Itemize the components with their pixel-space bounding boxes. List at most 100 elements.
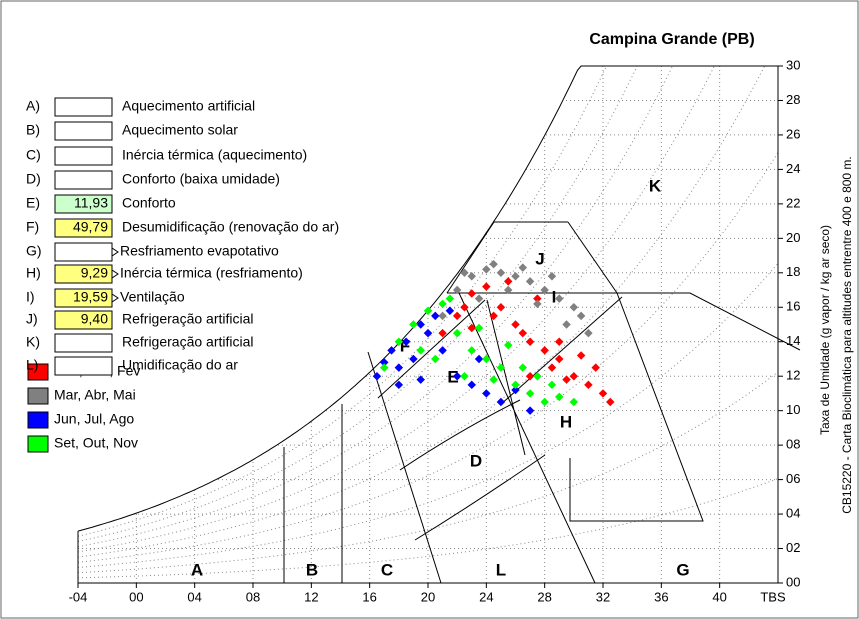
strategy-code: F) [26,219,39,235]
point [474,294,484,303]
y-tick-label: 14 [786,333,800,348]
strategy-box [54,242,113,262]
point [525,371,535,381]
zone-label: C [381,560,393,579]
point [562,375,571,384]
y-tick-label: 22 [786,195,800,210]
point [525,389,535,398]
zone-label: J [535,249,544,268]
rh-curve [78,478,778,579]
point [467,272,476,281]
point [467,289,476,298]
zone-label: L [496,560,506,579]
strategy-box [54,264,113,284]
strategy-code: G) [26,243,42,259]
y-tick-label: 12 [786,368,800,383]
y-tick-label: 28 [786,92,800,107]
point [460,268,469,278]
strategy-code: A) [26,98,40,114]
saturation-curve [77,65,778,532]
strategy-code: B) [26,122,40,138]
point [482,354,491,364]
point [416,375,425,384]
point [533,371,542,381]
y-tick-label: 30 [786,57,800,72]
point [576,351,586,360]
point [606,397,615,407]
strategy-code: E) [26,195,40,211]
point [496,303,506,312]
rh-curve [78,66,778,558]
strategy-name: Conforto [122,195,176,211]
point [503,285,513,295]
point [540,285,549,295]
y-tick-label: 10 [786,402,800,417]
y-tick-label: 18 [786,264,800,279]
point [394,337,404,346]
zone-label: G [676,560,689,579]
zone-label: D [470,451,482,470]
x-tick-label: 36 [654,589,668,604]
point [416,320,425,329]
point [569,397,579,407]
point [511,320,520,329]
point [511,380,520,390]
point [525,406,535,415]
point [372,371,382,381]
point [394,363,404,372]
strategy-code: L) [26,357,38,373]
y-tick-label: 20 [786,230,800,245]
strategy-box [54,310,113,330]
x-tick-label: 24 [479,589,493,604]
point [452,285,462,295]
y-tick-label: 08 [786,437,800,452]
x-tick-label: 40 [712,589,726,604]
zone-label: B [306,560,318,579]
strategy-box [54,146,113,166]
point [467,323,476,333]
point [525,337,535,346]
point [576,311,586,321]
point [438,299,447,309]
strategy-box [54,121,113,141]
point [555,354,564,364]
point [598,389,608,398]
point [562,320,571,329]
rh-curve [78,371,778,574]
x-tick-label: 32 [596,589,610,604]
zone-boundaries [283,221,801,584]
point [511,385,520,395]
strategy-name: Inércia térmica (aquecimento) [122,147,307,163]
point [482,282,491,291]
point [482,265,491,274]
strategy-name: Refrigeração artificial [122,334,254,350]
note: CB15220 - Carta Bioclimática para altitu… [840,156,854,514]
legend-swatch [27,411,49,429]
legend-swatch [27,435,49,453]
strategy-box [54,170,113,190]
point [555,294,564,303]
point [423,328,433,338]
legend-label: Mar, Abr, Mai [54,387,136,403]
point [409,320,418,329]
point [547,272,557,281]
rh-curve [78,152,778,563]
point [489,375,498,384]
point [431,311,440,321]
point [540,346,549,355]
x-axis-label: TBS [760,589,786,604]
point [380,358,389,367]
x-tick-label: 04 [187,589,201,604]
arrow [111,247,119,257]
point [518,328,528,338]
strategy-name: Resfriamento evapotativo [120,243,279,259]
zone-label: I [552,287,557,306]
point [423,306,433,315]
point [503,340,513,350]
arrow [111,293,119,303]
point [518,263,528,272]
point [438,328,447,338]
point [445,306,455,315]
zone-label: K [649,176,662,195]
y-tick-label: 06 [786,471,800,486]
